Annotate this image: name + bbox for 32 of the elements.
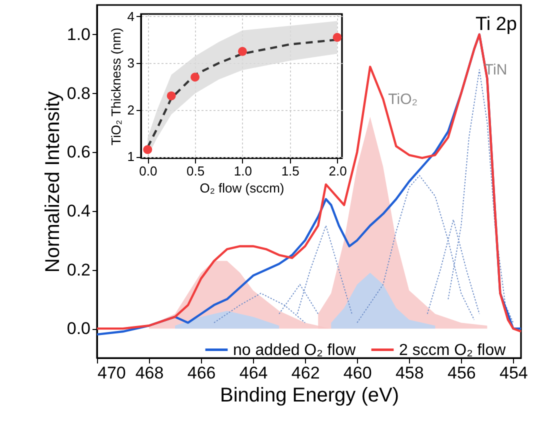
x-tick-label: 460 <box>343 364 372 382</box>
y-tick-label: 1 <box>127 149 134 164</box>
x-tick-label: 0.0 <box>139 164 158 178</box>
x-tick-label: 458 <box>395 364 424 382</box>
y-tick-label: 0.8 <box>66 84 90 103</box>
legend-label: no added O₂ flow <box>233 342 356 359</box>
y-tick-label: 2 <box>127 102 134 118</box>
y-axis-title: Normalized Intensity <box>42 91 64 273</box>
annotation: TiO₂ <box>388 91 418 108</box>
y-tick-label: 3 <box>127 56 134 71</box>
legend-label: 2 sccm O₂ flow <box>399 342 506 359</box>
x-tick-label: 470 <box>98 364 126 382</box>
x-tick-label: 464 <box>239 364 268 382</box>
x-tick-label: 1.0 <box>234 164 252 178</box>
y-tick-label: 0.6 <box>66 142 90 162</box>
x-tick-label: 466 <box>187 364 216 382</box>
x-tick-label: 454 <box>500 364 528 382</box>
x-tick-label: 1.5 <box>281 164 300 178</box>
y-tick-label: 1.0 <box>66 24 90 44</box>
x-tick-label: 0.5 <box>186 164 205 178</box>
y-tick-label: 4 <box>127 8 134 24</box>
x-tick-label: 462 <box>291 364 320 382</box>
annotation: Ti 2p <box>475 14 517 35</box>
x-axis-title: O₂ flow (sccm) <box>200 180 284 196</box>
x-axis-title: Binding Energy (eV) <box>220 384 399 406</box>
y-tick-label: 0.0 <box>66 319 90 338</box>
x-tick-label: 468 <box>135 364 164 382</box>
y-tick-label: 0.2 <box>66 260 90 280</box>
x-tick-label: 2.0 <box>328 164 347 178</box>
y-axis-title: TiO₂ Thickness (nm) <box>108 28 124 146</box>
x-tick-label: 456 <box>447 364 476 382</box>
y-tick-label: 0.4 <box>66 201 90 220</box>
